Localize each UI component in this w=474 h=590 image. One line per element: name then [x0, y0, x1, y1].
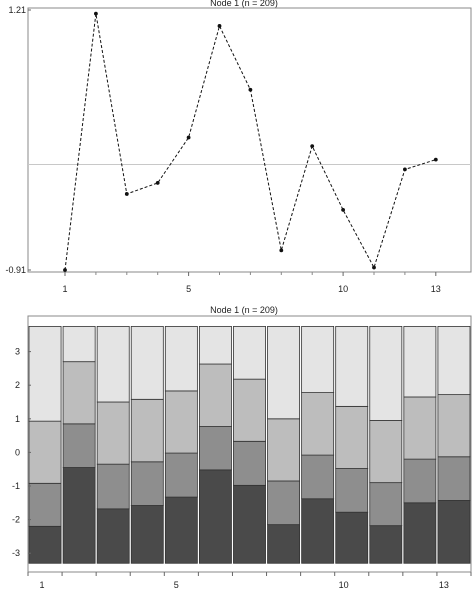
stacked-bar-segment	[130, 325, 164, 400]
stacked-bar-segment	[437, 500, 471, 564]
line-chart-x-tick-label: 5	[186, 284, 191, 294]
bar-chart-x-tick-label: 13	[439, 580, 449, 590]
bar-chart-bars	[28, 325, 471, 564]
bar-chart-x-tick-label: 1	[39, 580, 44, 590]
bar-chart-x-tick-label: 5	[174, 580, 179, 590]
bar-chart-y-ticks: -3 -2 -1 0 1 2 3	[12, 347, 31, 558]
stacked-bar-segment	[335, 468, 369, 513]
bar-chart-x-ticks: 1 5 10 13	[27, 572, 472, 590]
line-data-point	[94, 11, 98, 16]
line-chart-panel: Node 1 (n = 209) 1.21 -0.91 1 5 10 13	[5, 0, 472, 294]
stacked-bar-segment	[437, 394, 471, 458]
stacked-bar-segment	[96, 463, 130, 510]
line-chart-frame	[27, 7, 472, 273]
stacked-bar-segment	[403, 502, 437, 564]
line-chart-x-tick-label: 10	[338, 284, 348, 294]
stacked-bar-segment	[403, 396, 437, 460]
stacked-bar-segment	[369, 482, 403, 527]
stacked-bar-segment	[164, 325, 198, 392]
stacked-bar-segment	[437, 325, 471, 396]
line-data-point	[341, 208, 345, 212]
stacked-bar-segment	[96, 401, 130, 465]
stacked-bar-segment	[403, 458, 437, 504]
line-data-point	[63, 268, 67, 272]
stacked-bar-segment	[62, 325, 96, 363]
line-chart-series	[63, 11, 438, 272]
line-chart-x-tick-labels: 1 5 10 13	[62, 272, 441, 294]
line-chart-y-tick-labels: 1.21 -0.91	[5, 5, 31, 275]
stacked-bar-segment	[335, 325, 369, 407]
line-chart-title: Node 1 (n = 209)	[210, 0, 278, 8]
stacked-bar-segment	[28, 482, 62, 527]
stacked-bar-segment	[198, 325, 232, 365]
stacked-bar-segment	[62, 423, 96, 468]
stacked-bar-segment	[437, 456, 471, 501]
line-chart-x-tick-label: 1	[62, 284, 67, 294]
stacked-bar-segment	[28, 420, 62, 484]
bar-chart-frame	[27, 315, 472, 573]
line-data-point	[124, 192, 129, 196]
stacked-bar-segment	[301, 454, 335, 500]
stacked-bar-segment	[369, 325, 403, 421]
line-data-point	[248, 87, 253, 92]
stacked-bar-segment	[96, 325, 130, 403]
line-data-point	[279, 248, 284, 253]
stacked-bar-segment	[28, 525, 62, 564]
stacked-bar-segment	[267, 480, 301, 526]
bar-chart-y-tick-label: -2	[12, 515, 20, 525]
stacked-bar-segment	[369, 525, 403, 564]
bar-chart-y-tick-label: 2	[15, 380, 20, 390]
line-series-path	[64, 13, 436, 271]
line-data-point	[155, 181, 160, 185]
stacked-bar-segment	[164, 452, 198, 498]
stacked-bar-segment	[267, 325, 301, 420]
stacked-bar-segment	[96, 508, 130, 564]
stacked-bar-segment	[335, 511, 369, 564]
bar-chart-y-tick-label: 0	[15, 447, 20, 457]
bar-chart-x-tick-label: 10	[339, 580, 349, 590]
stacked-bar-segment	[301, 325, 335, 393]
bar-chart-y-tick-label: -1	[12, 481, 20, 491]
stacked-bar-segment	[267, 418, 301, 482]
stacked-bar-segment	[164, 390, 198, 454]
stacked-bar-segment	[198, 363, 232, 427]
line-data-point	[186, 135, 191, 140]
line-chart-y-tick-label: -0.91	[5, 265, 26, 275]
line-data-point	[372, 265, 376, 270]
stacked-bar-segment	[301, 498, 335, 564]
stacked-bar-segment	[233, 440, 266, 486]
line-chart-x-tick-label: 13	[431, 284, 441, 294]
line-data-point	[403, 167, 407, 172]
stacked-bar-segment	[62, 361, 96, 425]
bar-chart-title: Node 1 (n = 209)	[210, 305, 278, 315]
line-data-point	[310, 144, 315, 149]
line-data-point	[217, 24, 222, 28]
stacked-bar-segment	[335, 405, 369, 469]
bar-chart-y-tick-label: 1	[15, 414, 20, 424]
stacked-bar-segment	[267, 524, 301, 564]
stacked-bar-segment	[130, 505, 164, 564]
stacked-bar-segment	[62, 467, 96, 564]
stacked-bar-chart-panel: Node 1 (n = 209) -3 -2 -1 0 1 2 3 1 5 10 13	[12, 305, 472, 590]
stacked-bar-segment	[233, 378, 266, 442]
stacked-bar-segment	[233, 484, 266, 564]
stacked-bar-segment	[301, 392, 335, 456]
stacked-bar-segment	[198, 426, 232, 471]
stacked-bar-segment	[28, 325, 62, 422]
line-chart-y-tick-label: 1.21	[8, 5, 26, 15]
stacked-bar-segment	[233, 325, 266, 380]
line-data-point	[433, 157, 438, 162]
stacked-bar-segment	[164, 496, 198, 564]
stacked-bar-segment	[130, 461, 164, 506]
stacked-bar-segment	[403, 325, 437, 398]
stacked-bar-segment	[369, 420, 403, 484]
stacked-bar-segment	[130, 398, 164, 463]
bar-chart-y-tick-label: -3	[12, 548, 20, 558]
bar-chart-y-tick-label: 3	[15, 347, 20, 357]
stacked-bar-segment	[198, 469, 232, 564]
